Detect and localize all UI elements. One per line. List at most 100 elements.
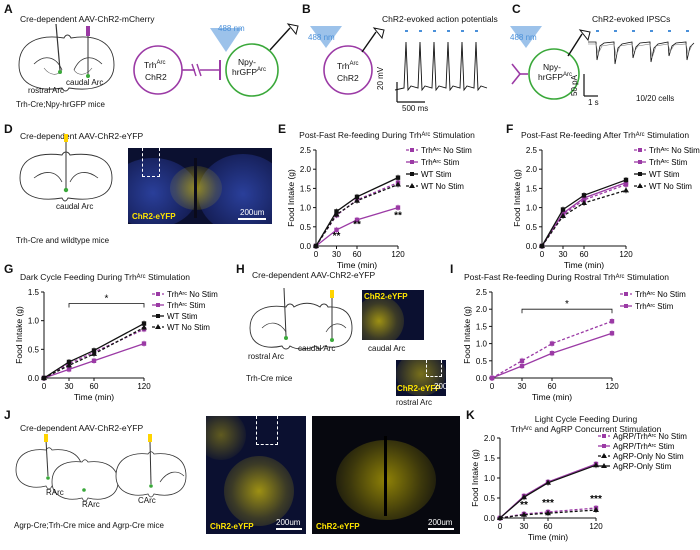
x-tick-label-i: 30 xyxy=(518,382,527,391)
label-rarc-1: RArc xyxy=(46,488,64,497)
series-line-e-1 xyxy=(315,206,399,247)
legend-label-g-1: Trhᴬʳᶜ Stim xyxy=(167,301,206,310)
data-point-k-3 xyxy=(521,494,527,500)
x-axis-label-g: Time (min) xyxy=(74,392,114,402)
y-tick-label-i: 1.5 xyxy=(476,322,488,331)
legend-label-e-1: Trhᴬʳᶜ Stim xyxy=(421,158,460,167)
light-488-b: 488 nm xyxy=(308,33,335,42)
series-line-f-1 xyxy=(541,182,627,247)
chart-k-title: Light Cycle Feeding During xyxy=(534,414,638,424)
legend-marker-e-0 xyxy=(410,148,414,152)
y-tick-label-k: 1.5 xyxy=(484,454,496,463)
panel-letter-d: D xyxy=(4,122,13,136)
x-tick-label-k: 60 xyxy=(544,522,553,531)
label-caudal-arc-h: caudal Arc xyxy=(298,344,336,353)
y-axis-label-e: Food Intake (g) xyxy=(286,169,296,227)
scale-text-h: 200 xyxy=(434,382,446,391)
x-tick-label-i: 120 xyxy=(605,382,619,391)
label-mice-h: Trh-Cre mice xyxy=(246,374,293,383)
data-point-e-2 xyxy=(354,194,360,200)
data-point-f-3 xyxy=(581,199,587,205)
chart-g-title: Dark Cycle Feeding During Trhᴬʳᶜ Stimula… xyxy=(20,272,190,282)
data-point-f-3 xyxy=(539,243,545,248)
legend-marker-k-0 xyxy=(602,434,606,438)
legend-marker-i-0 xyxy=(624,292,628,296)
legend-marker-e-2 xyxy=(410,172,414,176)
panel-h-title: Cre-dependent AAV-ChR2-eYFP xyxy=(252,270,376,280)
chart-g: 0.0 0.5 1.0 1.5 0 30 60 120 Time (min) Food Intak… xyxy=(14,288,218,402)
cell-trh-b: TrhArc xyxy=(337,61,359,71)
data-point-k-2 xyxy=(521,511,527,517)
x-axis-label-k: Time (min) xyxy=(528,532,568,542)
brain-section-a xyxy=(18,23,115,92)
data-point-g-1 xyxy=(91,358,97,363)
cell-diagram-b xyxy=(310,26,385,95)
legend-marker-k-2 xyxy=(601,453,607,458)
scale-text-j-2: 200um xyxy=(428,518,453,527)
label-caudal-arc-d: caudal Arc xyxy=(56,202,94,211)
legend-label-i-0: Trhᴬʳᶜ No Stim xyxy=(635,290,686,299)
x-tick-label-f: 0 xyxy=(540,250,545,259)
y-tick-label-g: 0.5 xyxy=(28,345,40,354)
data-point-g-3 xyxy=(141,324,147,330)
legend-label-k-2: AgRP-Only No Stim xyxy=(613,452,684,461)
x-tick-label-f: 60 xyxy=(580,250,589,259)
label-rostral-arc-h: rostral Arc xyxy=(248,352,285,361)
data-point-g-1 xyxy=(66,367,72,372)
legend-marker-g-0 xyxy=(156,292,160,296)
series-line-g-3 xyxy=(43,326,145,379)
x-tick-label-g: 60 xyxy=(90,382,99,391)
series-line-f-2 xyxy=(541,179,627,247)
data-point-k-3 xyxy=(497,515,503,520)
data-point-e-1 xyxy=(354,217,360,223)
legend-marker-g-1 xyxy=(156,303,160,307)
micro-sub-h-top: caudal Arc xyxy=(368,344,406,353)
brain-section-d xyxy=(19,134,113,202)
y-tick-label-e: 0.5 xyxy=(300,223,312,232)
chart-i: 0.0 0.5 1.0 1.5 2.0 2.5 0 30 60 120 Time (min) Food… xyxy=(462,288,686,402)
y-axis-label-f: Food Intake (g) xyxy=(512,169,522,227)
label-mice-d: Trh-Cre and wildtype mice xyxy=(16,236,110,245)
data-point-i-0 xyxy=(549,341,555,346)
panel-a-title: Cre-dependent AAV-ChR2-mCherry xyxy=(20,14,155,24)
panel-d-title: Cre-dependent AAV-ChR2-eYFP xyxy=(20,131,144,141)
data-point-k-2 xyxy=(593,507,599,512)
cell-hrgfp-a: hrGFPArc xyxy=(232,67,267,77)
x-axis-label-e: Time (min) xyxy=(337,260,377,270)
y-tick-label-f: 1.5 xyxy=(526,184,538,193)
sig-star-k-2: *** xyxy=(590,494,602,505)
series-line-i-0 xyxy=(491,320,613,379)
y-tick-label-i: 0.5 xyxy=(476,357,488,366)
legend-label-f-2: WT Stim xyxy=(649,170,680,179)
sig-bracket-i xyxy=(521,308,613,314)
brain-section-h xyxy=(249,287,353,350)
series-line-g-1 xyxy=(43,342,145,379)
action-potential-trace xyxy=(394,30,488,103)
legend-label-g-3: WT No Stim xyxy=(167,323,210,332)
data-point-i-1 xyxy=(519,363,525,369)
data-point-f-2 xyxy=(581,193,587,198)
data-point-e-1 xyxy=(395,205,401,210)
micro-label-j-2: ChR2-eYFP xyxy=(316,522,360,531)
legend-label-f-0: Trhᴬʳᶜ No Stim xyxy=(649,146,700,155)
legend-label-k-0: AgRP/Trhᴬʳᶜ No Stim xyxy=(613,432,687,441)
sig-star-e-1: ** xyxy=(353,220,361,231)
panel-letter-e: E xyxy=(278,122,287,136)
scale-text-d: 200um xyxy=(240,208,265,217)
x-axis-label-f: Time (min) xyxy=(564,260,604,270)
panel-letter-b: B xyxy=(302,2,311,16)
series-line-i-1 xyxy=(491,332,613,379)
legend-label-e-2: WT Stim xyxy=(421,170,452,179)
scale-bar-d xyxy=(238,218,266,220)
legend-marker-i-1 xyxy=(624,304,628,308)
label-carc: CArc xyxy=(138,496,156,505)
y-tick-label-i: 0.0 xyxy=(476,374,488,383)
data-point-i-1 xyxy=(549,351,555,356)
label-mice-j: Agrp-Cre;Trh-Cre mice and Agrp-Cre mice xyxy=(14,521,164,530)
light-488-a: 488 nm xyxy=(218,24,245,33)
label-rostral-arc-a: rostral Arc xyxy=(28,86,65,95)
data-point-e-1 xyxy=(334,227,339,233)
y-tick-label-e: 1.0 xyxy=(300,204,312,213)
y-tick-label-g: 1.5 xyxy=(28,288,40,297)
legend-label-g-2: WT Stim xyxy=(167,312,198,321)
